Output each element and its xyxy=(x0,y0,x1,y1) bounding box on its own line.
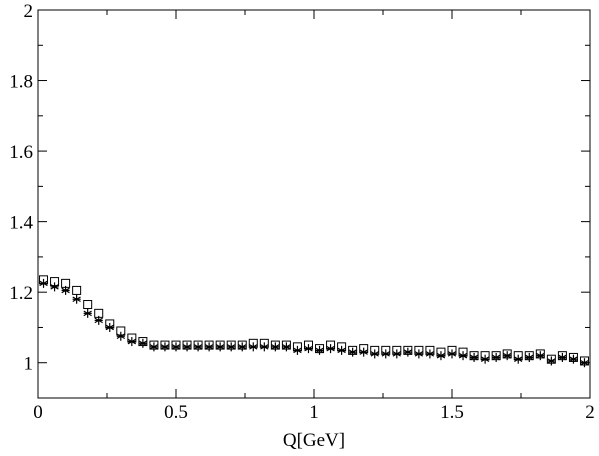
asterisk-point xyxy=(480,354,490,364)
asterisk-point xyxy=(182,342,192,352)
asterisk-point xyxy=(116,331,125,341)
x-axis: 0 0.5 1 1.5 2 xyxy=(33,10,595,423)
asterisk-point xyxy=(149,342,159,352)
asterisk-point xyxy=(436,351,446,361)
asterisk-point xyxy=(83,308,92,318)
asterisk-point xyxy=(558,352,567,362)
asterisk-point xyxy=(105,322,114,332)
asterisk-point xyxy=(293,345,302,355)
asterisk-point xyxy=(39,278,48,288)
asterisk-point xyxy=(536,351,545,361)
asterisk-point xyxy=(403,347,413,357)
asterisk-point xyxy=(61,285,70,295)
asterisk-point xyxy=(447,349,457,359)
y-tick-label: 1.2 xyxy=(9,283,33,304)
asterisk-point xyxy=(94,315,103,325)
asterisk-point xyxy=(171,342,181,352)
asterisk-point xyxy=(359,347,368,357)
asterisk-point xyxy=(458,351,468,361)
x-axis-label: Q[GeV] xyxy=(283,430,345,451)
y-tick-label: 1.6 xyxy=(9,142,33,163)
asterisk-point xyxy=(514,354,523,364)
asterisk-point xyxy=(215,342,225,352)
y-axis: 1 1.2 1.4 1.6 1.8 2 xyxy=(9,1,590,399)
asterisk-point xyxy=(525,352,534,362)
asterisk-point xyxy=(370,349,379,359)
series-layer xyxy=(39,275,589,368)
y-tick-label: 1.8 xyxy=(9,72,33,93)
asterisk-point xyxy=(72,294,81,304)
asterisk-point xyxy=(315,345,324,355)
x-tick-label: 0 xyxy=(33,402,43,423)
asterisk-point xyxy=(260,342,269,352)
asterisk-point xyxy=(469,352,479,362)
asterisk-point xyxy=(127,337,137,347)
asterisk-point xyxy=(227,342,236,352)
asterisk-point xyxy=(337,345,346,355)
asterisk-point xyxy=(238,342,247,352)
asterisk-point xyxy=(580,358,589,368)
asterisk-point xyxy=(381,349,390,359)
asterisk-point xyxy=(249,342,258,352)
asterisk-point xyxy=(569,354,578,364)
x-tick-label: 1.5 xyxy=(440,402,464,423)
x-tick-label: 2 xyxy=(585,402,595,423)
asterisk-point xyxy=(204,342,214,352)
asterisk-point xyxy=(138,338,148,348)
asterisk-point xyxy=(160,342,170,352)
y-tick-label: 1.4 xyxy=(9,213,33,234)
y-tick-label: 2 xyxy=(24,1,34,22)
asterisk-point xyxy=(414,349,424,359)
asterisk-point xyxy=(491,352,501,362)
y-tick-label: 1 xyxy=(24,354,34,375)
asterisk-point xyxy=(392,349,401,359)
square-point xyxy=(83,300,93,310)
asterisk-point xyxy=(348,347,357,357)
asterisk-point xyxy=(271,342,280,352)
asterisk-point xyxy=(547,356,556,366)
asterisk-point xyxy=(425,349,435,359)
square-point xyxy=(72,285,82,295)
x-tick-label: 1 xyxy=(309,402,319,423)
x-tick-label: 0.5 xyxy=(164,402,188,423)
asterisk-point xyxy=(304,344,313,354)
asterisk-point xyxy=(282,342,291,352)
asterisk-point xyxy=(50,282,59,292)
asterisk-point xyxy=(503,351,512,361)
asterisk-point xyxy=(326,344,335,354)
asterisk-point xyxy=(193,342,203,352)
